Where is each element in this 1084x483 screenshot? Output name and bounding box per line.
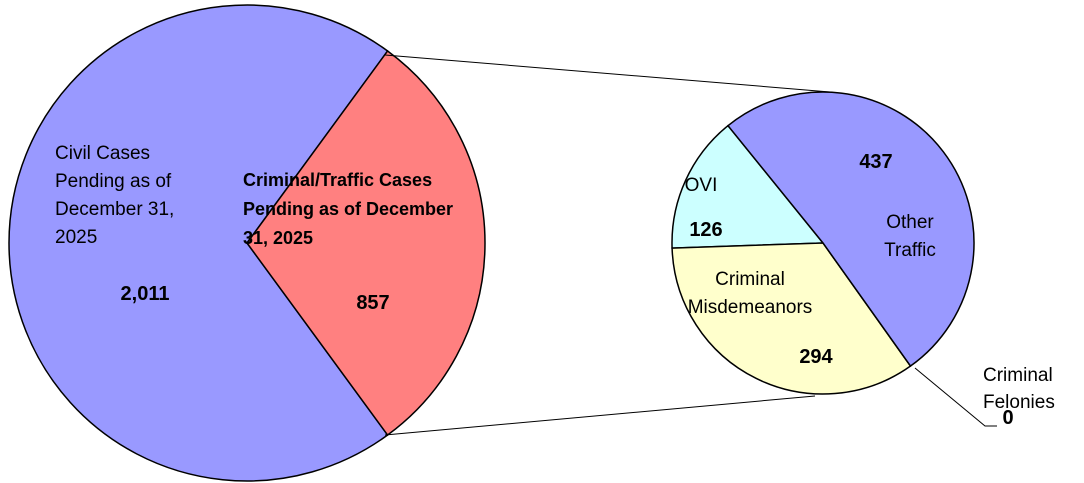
pie-slice <box>8 4 389 482</box>
pie-slice <box>671 242 912 395</box>
slice-label: Criminal/Traffic Cases Pending as of Dec… <box>243 170 454 248</box>
pie-slice <box>671 124 825 249</box>
slice-label: Civil Cases Pending as of December 31, 2… <box>55 143 175 248</box>
slice-label: Criminal Misdemeanors <box>687 269 813 318</box>
slice-label: OVI <box>684 175 718 196</box>
connector-line <box>384 54 831 93</box>
slice-label: Other Traffic <box>884 212 936 261</box>
value-label: 2,011 <box>120 283 170 305</box>
value-label: 437 <box>859 151 893 173</box>
pie-slice <box>726 91 975 368</box>
slice-label: Criminal Felonies <box>983 365 1055 413</box>
connector-line <box>384 395 816 436</box>
value-label: 126 <box>689 219 723 241</box>
pie-slice <box>246 49 486 437</box>
value-label: 857 <box>356 292 390 314</box>
value-label: 0 <box>1002 407 1014 429</box>
value-label: 294 <box>799 346 833 368</box>
leader-line <box>914 367 997 427</box>
